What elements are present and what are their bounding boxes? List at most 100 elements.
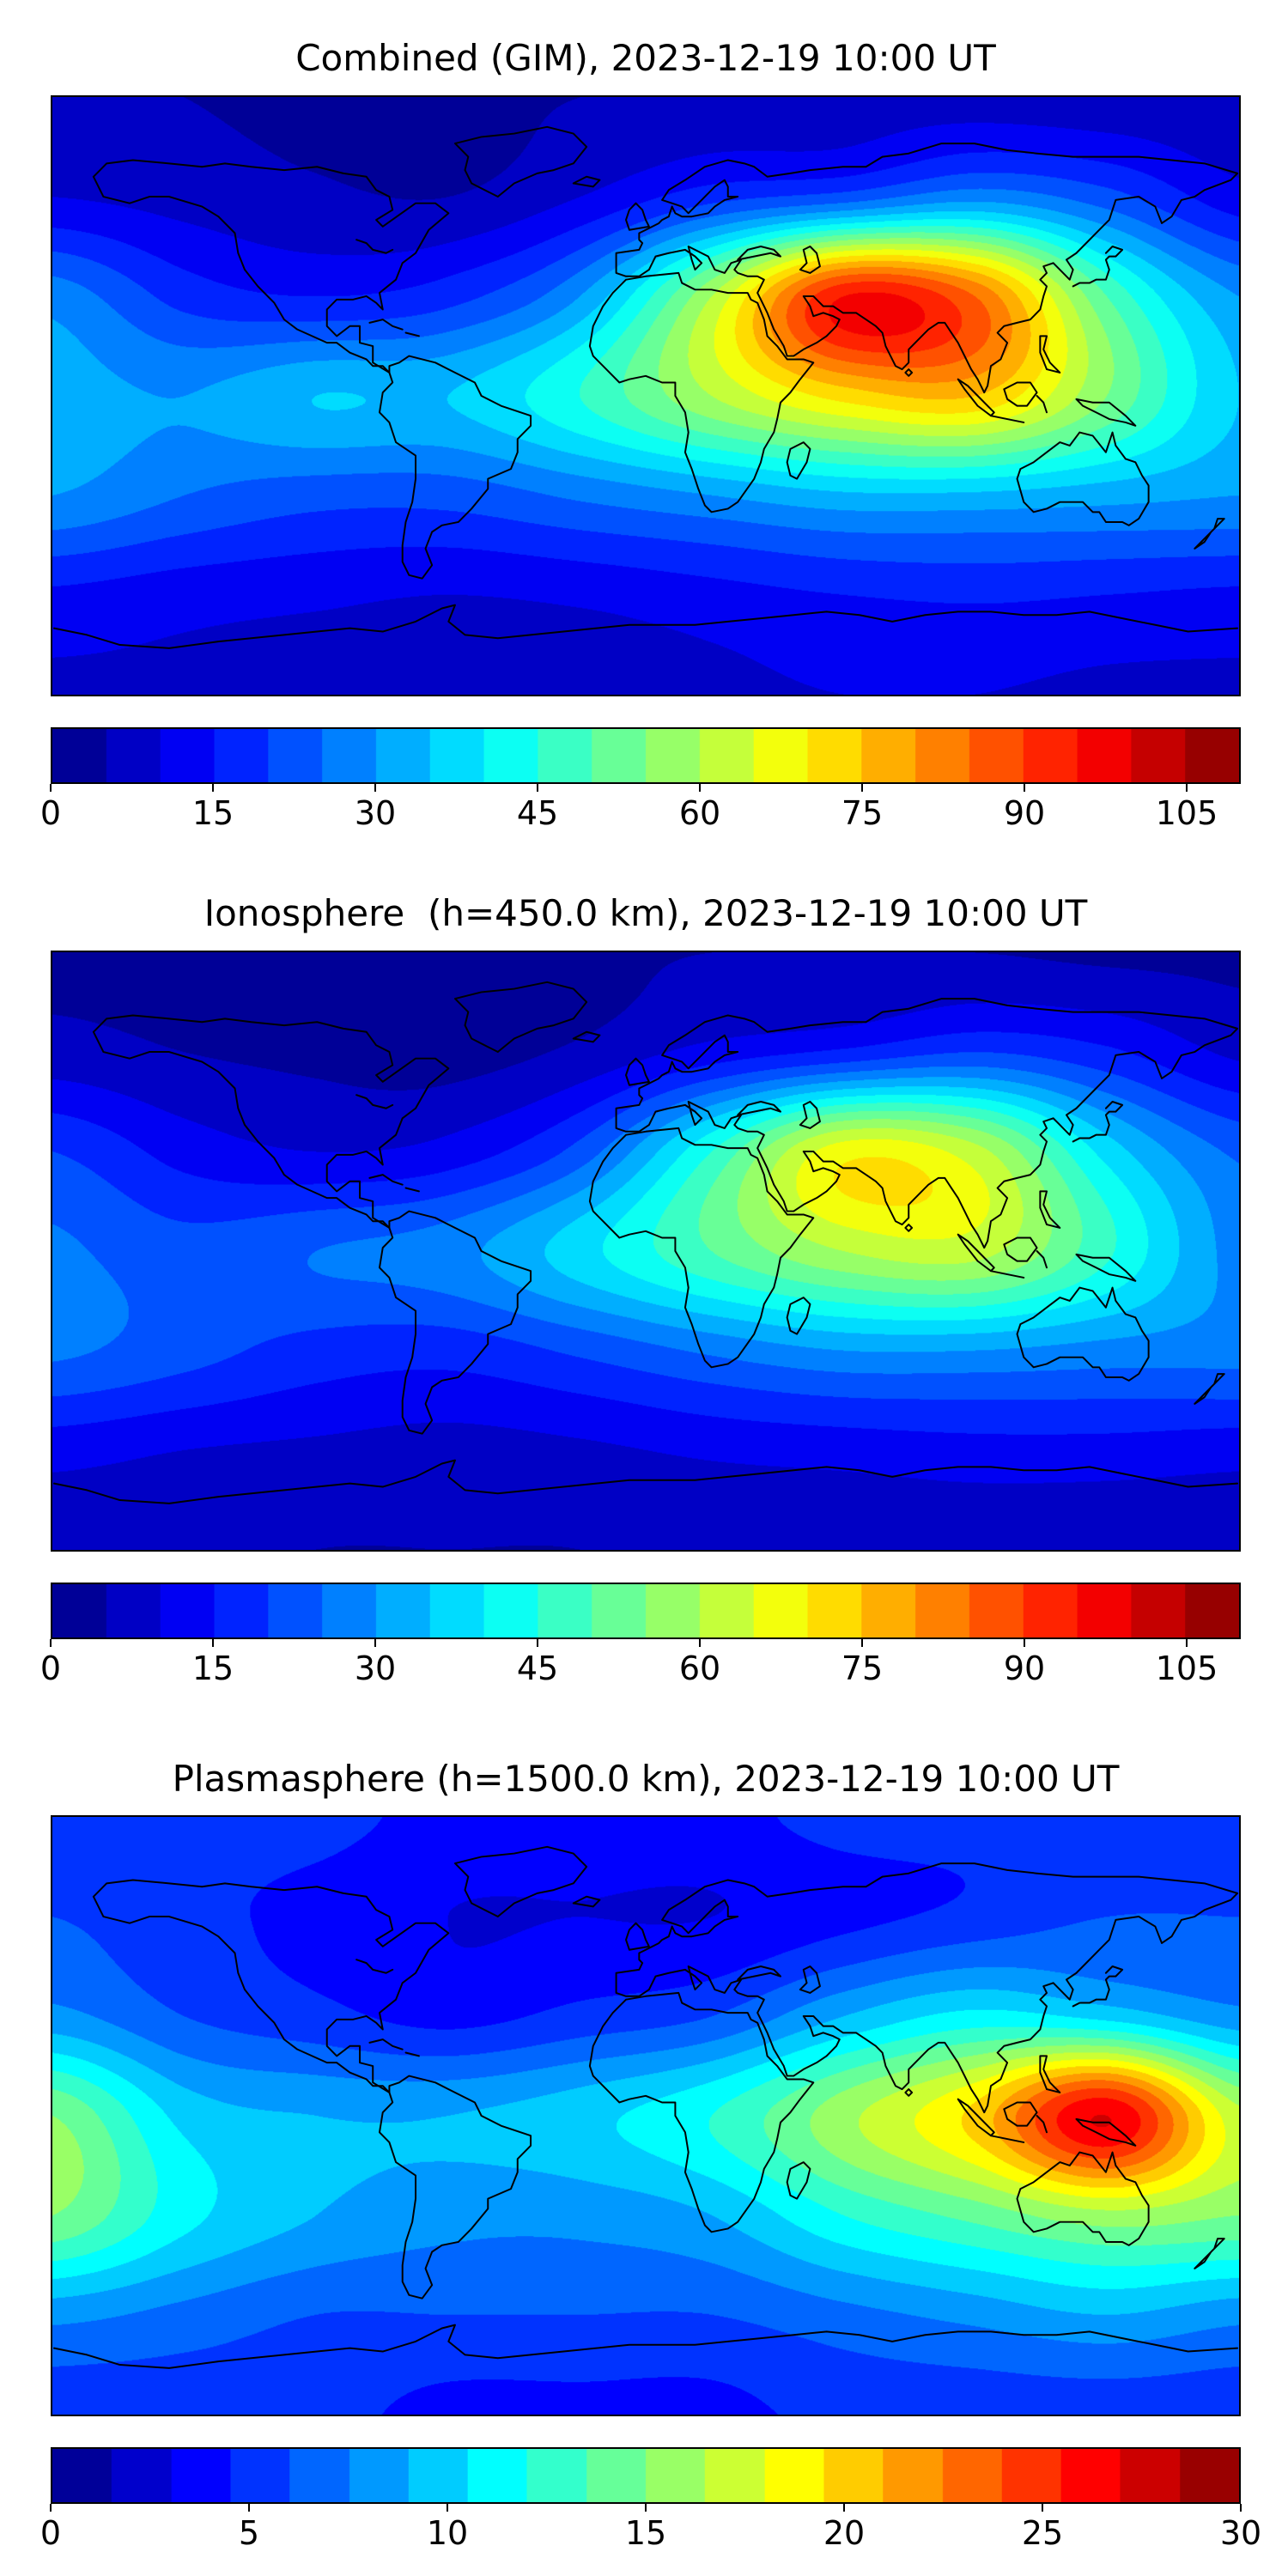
colorbar-tick-label: 0 (39, 2514, 62, 2552)
panel-title-plasmasphere: Plasmasphere (h=1500.0 km), 2023-12-19 1… (172, 1758, 1120, 1800)
colorbar-tick-label: 15 (191, 1649, 234, 1687)
coastline-path (368, 319, 404, 331)
coastline-path (92, 1879, 450, 2093)
coastline-path (92, 1030, 391, 1229)
colorbar-tick-label: 30 (1219, 2514, 1262, 2552)
coastline-path (1003, 2101, 1038, 2127)
map-plasmasphere (51, 1815, 1241, 2416)
coastline-path (355, 1094, 394, 1109)
coastline-path (1194, 1373, 1225, 1405)
coastlines-overlay (52, 1845, 1239, 2369)
coastline-path (1072, 1101, 1124, 1143)
colorbar-gradient (52, 729, 1239, 782)
coastline-path (378, 1210, 532, 1435)
coastline-path (1039, 335, 1061, 374)
coastline-path (799, 1965, 821, 1994)
coastline-path (1194, 518, 1225, 550)
colorbar-tick (537, 784, 538, 792)
colorbar-ticks-plasmasphere: 0 5 10 15 20 25 30 (40, 2504, 1261, 2559)
colorbar-tick (699, 784, 701, 792)
colorbar-tick-label: 25 (1021, 2514, 1064, 2552)
coastline-path (625, 1922, 650, 1951)
coastline-path (453, 981, 588, 1054)
coastline-path (1036, 2115, 1048, 2134)
coastline-path (904, 2088, 914, 2097)
colorbar-tick (1042, 2504, 1043, 2512)
coastline-path (1016, 2151, 1150, 2246)
coastline-path (989, 415, 1025, 423)
coastline-path (1075, 398, 1137, 427)
colorbar-tick (861, 1639, 863, 1647)
coastline-path (572, 1895, 601, 1908)
colorbar-tick (645, 2504, 647, 2512)
coastline-path (737, 246, 781, 261)
coastline-path (799, 246, 821, 274)
coastline-path (92, 175, 391, 374)
colorbar-tick-label: 75 (841, 1649, 884, 1687)
coastline-path (957, 378, 995, 417)
coastline-path (957, 1233, 995, 1273)
coastline-path (453, 1845, 588, 1918)
colorbar-tick-label: 30 (354, 794, 397, 832)
coastline-path (786, 441, 811, 480)
coastline-path (588, 271, 815, 513)
coastline-path (588, 1127, 815, 1369)
coastline-path (92, 1014, 450, 1229)
coastline-path (1016, 1286, 1150, 1382)
coastline-path (588, 1991, 815, 2233)
coastline-path (92, 1895, 391, 2093)
colorbar-tick (1024, 784, 1025, 792)
coastline-path (52, 604, 1239, 649)
colorbar-tick (537, 1639, 538, 1647)
colorbar-tick (212, 1639, 214, 1647)
colorbar-tick-label: 0 (39, 1649, 62, 1687)
coastline-path (1039, 1190, 1061, 1229)
panel-title-ionosphere: Ionosphere (h=450.0 km), 2023-12-19 10:0… (204, 892, 1088, 934)
colorbar-tick-label: 75 (841, 794, 884, 832)
coastline-path (453, 125, 588, 198)
coastline-path (1036, 395, 1048, 414)
coastline-path (52, 2324, 1239, 2369)
coastline-path (404, 2051, 420, 2057)
coastline-path (378, 2075, 532, 2300)
coastline-path (625, 202, 650, 231)
colorbar-ticks-combined: 0 15 30 45 60 75 90 105 (40, 784, 1241, 839)
coastline-path (799, 1101, 821, 1129)
colorbar-tick-label: 90 (1003, 794, 1046, 832)
coastline-path (355, 1959, 394, 1974)
coastline-path (1003, 381, 1038, 407)
coastline-path (904, 1224, 914, 1232)
coastline-path (1072, 246, 1124, 288)
coastline-path (957, 2098, 995, 2137)
colorbar-tick (843, 2504, 845, 2512)
colorbar-tick-label: 30 (354, 1649, 397, 1687)
coastline-path (1003, 1236, 1038, 1262)
colorbar-tick (447, 2504, 448, 2512)
coastlines-overlay (52, 125, 1239, 649)
coastline-path (989, 1270, 1025, 1279)
colorbar-tick-label: 60 (678, 794, 721, 832)
coastline-path (989, 2135, 1025, 2143)
coastline-path (615, 998, 1239, 1249)
map-combined (51, 95, 1241, 696)
colorbar-tick-label: 5 (238, 2514, 260, 2552)
coastline-path (1075, 2117, 1137, 2147)
coastline-path (404, 1187, 420, 1193)
coastline-path (92, 159, 450, 374)
tec-heatmap-canvas (52, 97, 1239, 695)
coastline-path (786, 2161, 811, 2200)
colorbar-tick (248, 2504, 250, 2512)
colorbar-tick (50, 784, 52, 792)
coastline-path (1036, 1250, 1048, 1269)
colorbar-gradient (52, 2449, 1239, 2502)
coastline-path (1016, 431, 1150, 526)
colorbar-tick-label: 45 (516, 1649, 559, 1687)
coastline-path (1194, 2238, 1225, 2269)
coastline-path (737, 1101, 781, 1116)
colorbar-gradient (52, 1584, 1239, 1637)
colorbar-tick (374, 1639, 376, 1647)
coastline-path (904, 368, 914, 377)
colorbar-tick-label: 60 (678, 1649, 721, 1687)
coastline-path (572, 1030, 601, 1043)
colorbar-tick (1186, 1639, 1188, 1647)
